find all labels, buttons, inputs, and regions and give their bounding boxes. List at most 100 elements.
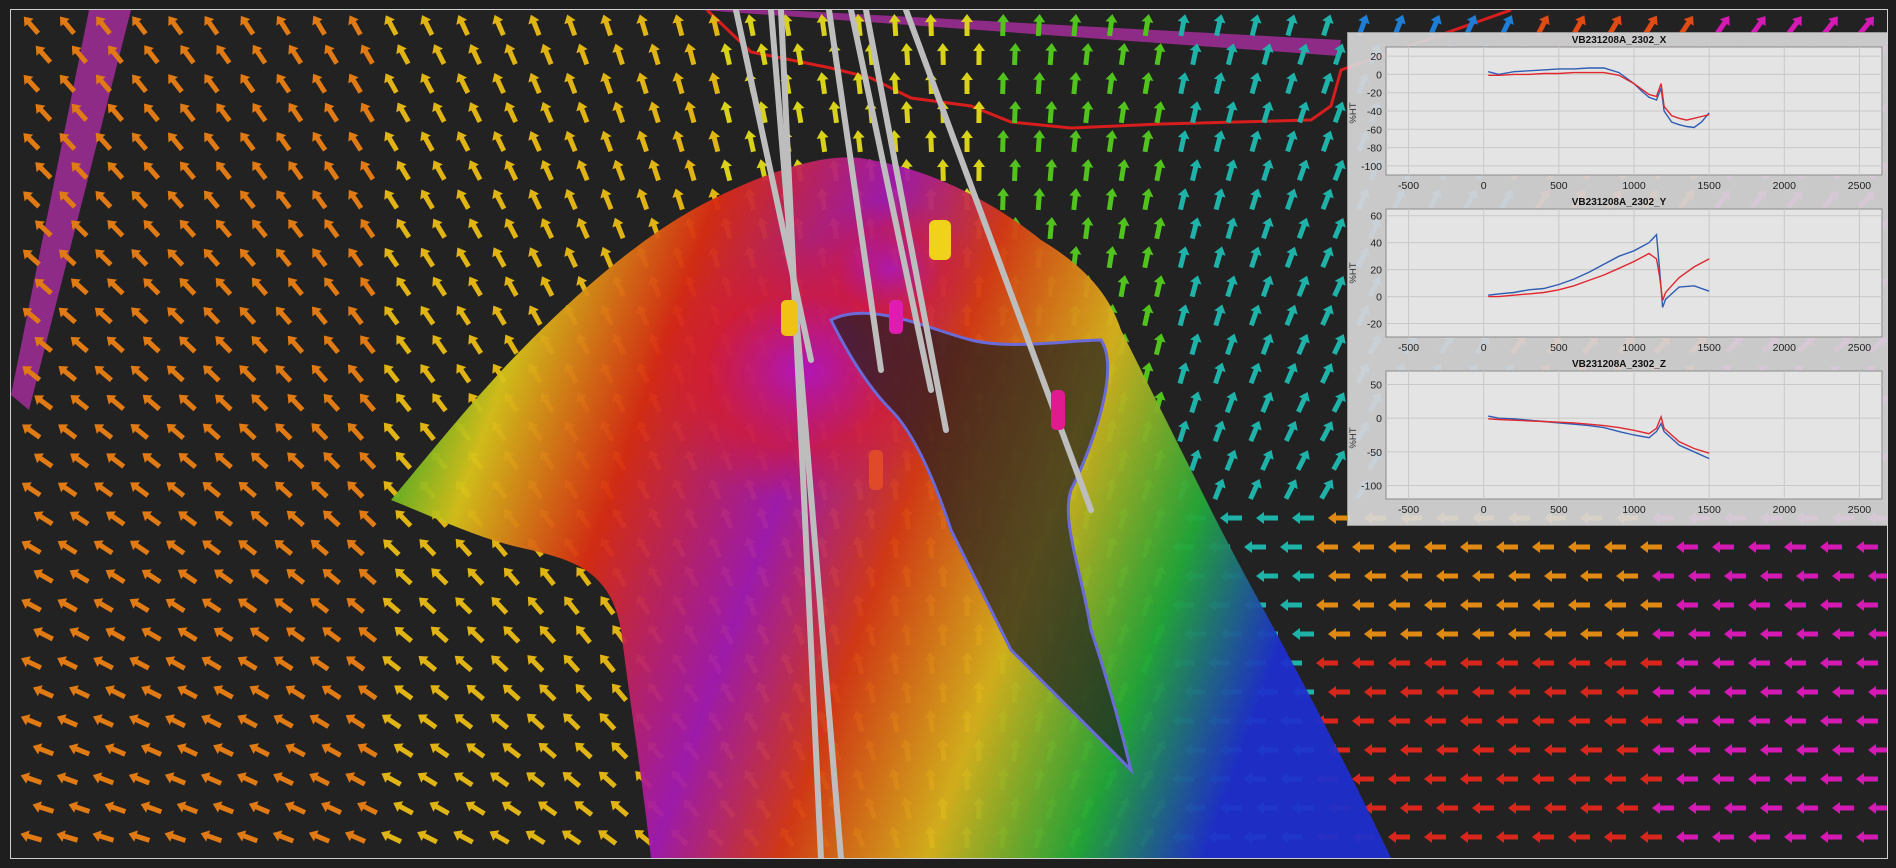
field-arrow-icon	[310, 598, 330, 614]
field-arrow-icon	[33, 453, 54, 469]
field-arrow-icon	[1748, 599, 1770, 611]
field-arrow-icon	[21, 656, 43, 670]
field-arrow-icon	[273, 714, 294, 729]
field-arrow-icon	[600, 654, 616, 674]
field-arrow-icon	[420, 247, 436, 268]
field-arrow-icon	[1285, 130, 1298, 153]
field-arrow-icon	[248, 801, 271, 815]
field-arrow-icon	[312, 73, 328, 94]
field-arrow-icon	[1712, 715, 1734, 727]
chart-y-component: VB231208A_2302_Y %HT -500 0 500 1000 1500 200…	[1348, 197, 1883, 354]
field-arrow-icon	[216, 45, 232, 65]
field-arrow-icon	[166, 540, 186, 556]
field-arrow-icon	[32, 685, 55, 699]
field-arrow-icon	[612, 101, 626, 124]
field-arrow-icon	[1820, 831, 1842, 843]
field-arrow-icon	[178, 511, 198, 527]
field-arrow-icon	[1319, 479, 1334, 500]
field-arrow-icon	[1328, 628, 1350, 640]
field-arrow-icon	[58, 366, 78, 382]
field-arrow-icon	[492, 247, 507, 268]
field-arrow-icon	[346, 656, 366, 672]
field-arrow-icon	[275, 306, 293, 325]
field-arrow-icon	[214, 452, 233, 470]
field-arrow-icon	[1460, 715, 1482, 727]
field-arrow-icon	[1424, 773, 1446, 785]
y-tick-label: -100	[1361, 161, 1382, 173]
field-arrow-icon	[1604, 715, 1626, 727]
field-arrow-icon	[1177, 14, 1190, 37]
field-arrow-icon	[287, 394, 305, 412]
x-tick-label: -500	[1398, 342, 1419, 354]
field-arrow-icon	[612, 217, 626, 240]
field-arrow-icon	[1332, 217, 1346, 240]
field-arrow-icon	[708, 72, 721, 95]
field-arrow-icon	[1225, 43, 1238, 66]
field-arrow-icon	[69, 627, 90, 642]
field-arrow-icon	[94, 424, 114, 440]
field-arrow-icon	[312, 306, 328, 326]
field-arrow-icon	[576, 159, 590, 182]
field-arrow-icon	[396, 160, 411, 181]
field-arrow-icon	[180, 45, 196, 65]
field-arrow-icon	[131, 307, 149, 325]
field-arrow-icon	[252, 161, 268, 181]
chart-title: VB231208A_2302_Z	[1572, 359, 1666, 370]
field-arrow-icon	[179, 161, 196, 181]
field-arrow-icon	[58, 249, 77, 267]
field-arrow-icon	[1796, 744, 1818, 756]
field-arrow-icon	[202, 423, 221, 441]
field-arrow-icon	[672, 14, 685, 37]
field-arrow-icon	[360, 277, 376, 297]
field-arrow-icon	[455, 597, 473, 615]
field-arrow-icon	[1153, 217, 1166, 240]
field-arrow-icon	[1224, 391, 1238, 414]
field-arrow-icon	[1436, 628, 1458, 640]
field-arrow-icon	[1496, 715, 1518, 727]
field-arrow-icon	[1820, 541, 1842, 553]
field-arrow-icon	[322, 568, 342, 585]
field-arrow-icon	[1796, 628, 1818, 640]
3d-viewport[interactable]: VB231208A_2302_X %HT -500 0 500 1000 1500 200…	[10, 9, 1888, 859]
field-arrow-icon	[107, 278, 125, 296]
field-arrow-icon	[1117, 159, 1130, 182]
field-arrow-icon	[129, 656, 150, 671]
field-arrow-icon	[600, 130, 614, 153]
field-arrow-icon	[432, 334, 448, 355]
field-arrow-icon	[105, 627, 126, 642]
field-arrow-icon	[936, 159, 949, 182]
field-arrow-icon	[468, 160, 483, 181]
field-arrow-icon	[309, 772, 330, 787]
x-tick-label: 500	[1550, 504, 1568, 516]
field-arrow-icon	[1460, 657, 1482, 669]
field-arrow-icon	[360, 160, 376, 181]
field-arrow-icon	[21, 598, 42, 613]
field-arrow-icon	[1640, 541, 1662, 553]
field-arrow-icon	[466, 684, 486, 702]
y-tick-label: 60	[1370, 211, 1382, 223]
field-arrow-icon	[252, 44, 268, 65]
field-arrow-icon	[816, 14, 829, 37]
field-arrow-icon	[1321, 72, 1334, 95]
field-arrow-icon	[348, 73, 363, 94]
field-arrow-icon	[1388, 831, 1410, 843]
field-arrow-icon	[1676, 831, 1698, 843]
field-arrow-icon	[1296, 392, 1310, 414]
field-arrow-icon	[1105, 14, 1118, 37]
field-arrow-icon	[1712, 599, 1734, 611]
field-arrow-icon	[1760, 570, 1782, 582]
field-arrow-icon	[168, 132, 184, 152]
field-arrow-icon	[1105, 130, 1118, 153]
field-arrow-icon	[357, 743, 378, 758]
field-arrow-icon	[432, 393, 448, 413]
field-arrow-icon	[35, 220, 53, 238]
field-arrow-icon	[1472, 628, 1494, 640]
field-arrow-icon	[1256, 512, 1278, 524]
field-arrow-icon	[321, 685, 342, 701]
field-arrow-icon	[131, 249, 149, 267]
field-arrow-icon	[598, 830, 618, 846]
field-arrow-icon	[69, 685, 91, 699]
field-arrow-icon	[95, 191, 113, 209]
field-arrow-icon	[1580, 628, 1602, 640]
field-arrow-icon	[1033, 72, 1046, 95]
